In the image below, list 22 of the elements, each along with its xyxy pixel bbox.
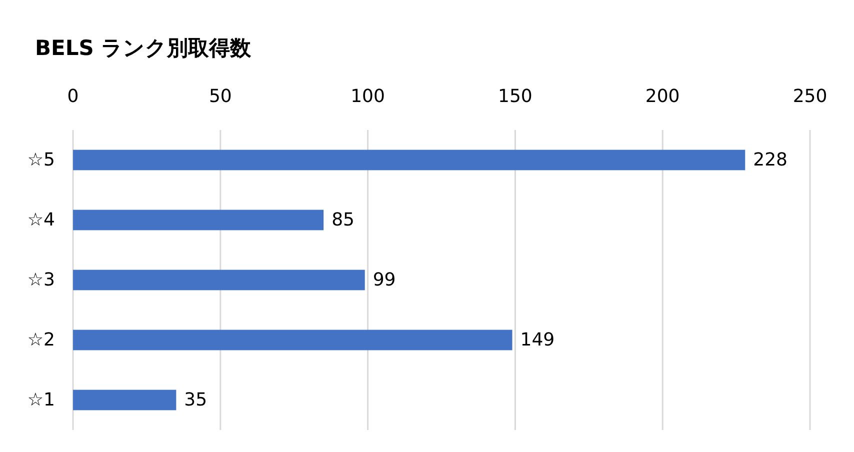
x-tick-label: 150 <box>498 86 532 107</box>
y-tick-label: ☆4 <box>27 210 55 230</box>
bar <box>73 150 746 170</box>
x-tick-label: 200 <box>645 86 680 107</box>
y-tick-label: ☆1 <box>27 390 55 410</box>
bar <box>73 270 365 290</box>
x-tick-label: 250 <box>792 86 828 107</box>
x-tick-label: 50 <box>208 86 232 107</box>
y-tick-label: ☆2 <box>27 330 55 350</box>
data-label: 85 <box>332 210 354 230</box>
data-label: 35 <box>184 390 208 410</box>
bar <box>73 210 324 230</box>
bar <box>73 330 512 350</box>
chart-title: BELS ランク別取得数 <box>35 36 252 60</box>
data-label: 149 <box>520 330 555 350</box>
bar <box>73 390 176 410</box>
y-tick-label: ☆3 <box>27 270 55 290</box>
y-tick-label: ☆5 <box>27 150 55 170</box>
data-label: 228 <box>753 150 788 170</box>
x-tick-label: 0 <box>67 86 79 107</box>
x-tick-label: 100 <box>350 86 385 107</box>
data-label: 99 <box>372 270 396 290</box>
